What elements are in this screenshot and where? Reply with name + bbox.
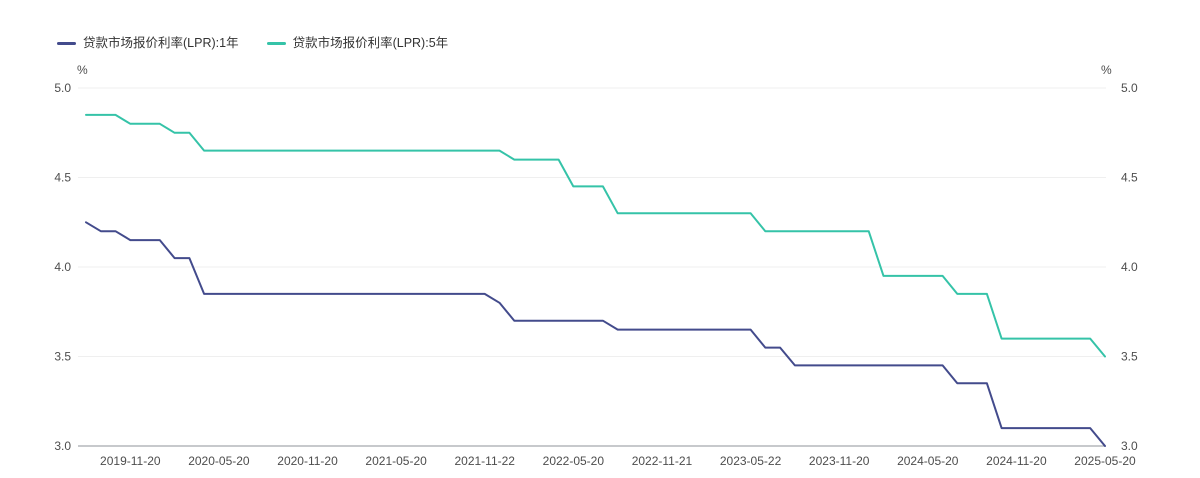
y-tick-label-left: 4.5	[54, 171, 71, 185]
y-tick-label-left: 3.5	[54, 350, 71, 364]
legend-label-1y: 贷款市场报价利率(LPR):1年	[83, 36, 239, 50]
y-tick-label-right: 3.0	[1121, 439, 1138, 453]
x-tick-label: 2019-11-20	[100, 454, 161, 468]
x-tick-label: 2024-05-20	[897, 454, 959, 468]
y-tick-label-left: 4.0	[54, 260, 71, 274]
y-tick-label-left: 5.0	[54, 81, 71, 95]
line-swatch-1y-icon	[57, 41, 76, 45]
y-tick-label-right: 3.5	[1121, 350, 1138, 364]
y-tick-label-right: 4.0	[1121, 260, 1138, 274]
x-tick-label: 2020-05-20	[188, 454, 250, 468]
x-tick-label: 2021-05-20	[365, 454, 427, 468]
x-tick-label: 2021-11-22	[454, 454, 515, 468]
chart-legend: 贷款市场报价利率(LPR):1年 贷款市场报价利率(LPR):5年	[57, 37, 448, 50]
y-tick-label-right: 5.0	[1121, 81, 1138, 95]
legend-item-lpr-5y[interactable]: 贷款市场报价利率(LPR):5年	[266, 36, 449, 50]
line-swatch-5y-icon	[266, 41, 286, 45]
legend-label-5y: 贷款市场报价利率(LPR):5年	[292, 36, 449, 50]
x-tick-label: 2024-11-20	[986, 454, 1047, 468]
series-line-1y	[85, 221, 1106, 447]
x-tick-label: 2022-11-21	[632, 454, 693, 468]
x-tick-label: 2023-11-20	[809, 454, 870, 468]
series-line-5y	[85, 113, 1106, 358]
x-tick-label: 2025-05-20	[1074, 454, 1136, 468]
legend-item-lpr-1y[interactable]: 贷款市场报价利率(LPR):1年	[57, 37, 239, 50]
x-tick-label: 2022-05-20	[543, 454, 605, 468]
axis-unit-right: %	[1101, 63, 1112, 77]
y-tick-label-left: 3.0	[54, 439, 71, 453]
y-tick-label-right: 4.5	[1121, 171, 1138, 185]
axis-unit-left: %	[77, 63, 88, 77]
x-tick-label: 2020-11-20	[277, 454, 338, 468]
x-tick-label: 2023-05-22	[720, 454, 782, 468]
